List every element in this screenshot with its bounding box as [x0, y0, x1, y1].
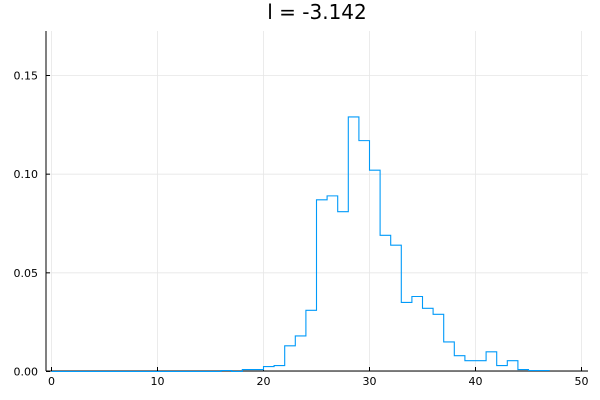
- x-tick-label-2: 20: [257, 375, 271, 388]
- histogram-bin-37: [444, 342, 455, 372]
- x-tick-label-4: 40: [469, 375, 483, 388]
- x-tick-label-3: 30: [363, 375, 377, 388]
- tick-labels: 0 10 20 30 40 50 0.00 0.05 0.10 0.15: [14, 70, 589, 389]
- histogram-bin-33: [401, 302, 412, 371]
- histogram-bin-39: [465, 361, 476, 372]
- histogram-bin-21: [274, 366, 285, 372]
- histogram-bin-42: [497, 366, 508, 372]
- x-tick-label-0: 0: [48, 375, 55, 388]
- histogram-bin-36: [433, 314, 444, 371]
- histogram-bin-32: [391, 245, 402, 371]
- histogram-bin-31: [380, 235, 391, 371]
- histogram-bin-23: [295, 336, 306, 372]
- histogram-bin-22: [285, 346, 296, 372]
- series-0-outline: [51, 116, 550, 373]
- y-tick-label-1: 0.05: [14, 267, 39, 280]
- histogram-bin-26: [327, 196, 338, 372]
- x-tick-label-1: 10: [151, 375, 165, 388]
- histogram-bin-30: [370, 170, 381, 371]
- histogram-bin-34: [412, 297, 423, 372]
- histogram-bin-25: [317, 200, 328, 372]
- histogram-bin-43: [507, 361, 518, 372]
- histogram-bin-41: [486, 352, 497, 372]
- histogram-bin-38: [454, 356, 465, 372]
- histogram-bin-46: [539, 371, 550, 372]
- series-layer: [51, 116, 550, 373]
- histogram-bin-40: [476, 361, 487, 372]
- histogram-bin-44: [518, 370, 529, 372]
- histogram-bin-45: [529, 371, 540, 372]
- histogram-bin-24: [306, 310, 317, 371]
- histogram-bin-16: [221, 371, 232, 372]
- histogram-bin-18: [242, 370, 253, 372]
- histogram-bin-28: [348, 117, 359, 372]
- y-tick-label-2: 0.10: [14, 168, 39, 181]
- histogram-bin-20: [264, 367, 275, 372]
- histogram-bin-27: [338, 212, 349, 372]
- y-tick-label-3: 0.15: [14, 70, 39, 83]
- histogram-bin-35: [423, 308, 434, 371]
- y-tick-label-0: 0.00: [14, 366, 39, 379]
- chart-title: l = -3.142: [267, 0, 367, 24]
- histogram-bin-19: [253, 370, 264, 372]
- histogram-bin-29: [359, 141, 370, 372]
- x-tick-label-5: 50: [575, 375, 589, 388]
